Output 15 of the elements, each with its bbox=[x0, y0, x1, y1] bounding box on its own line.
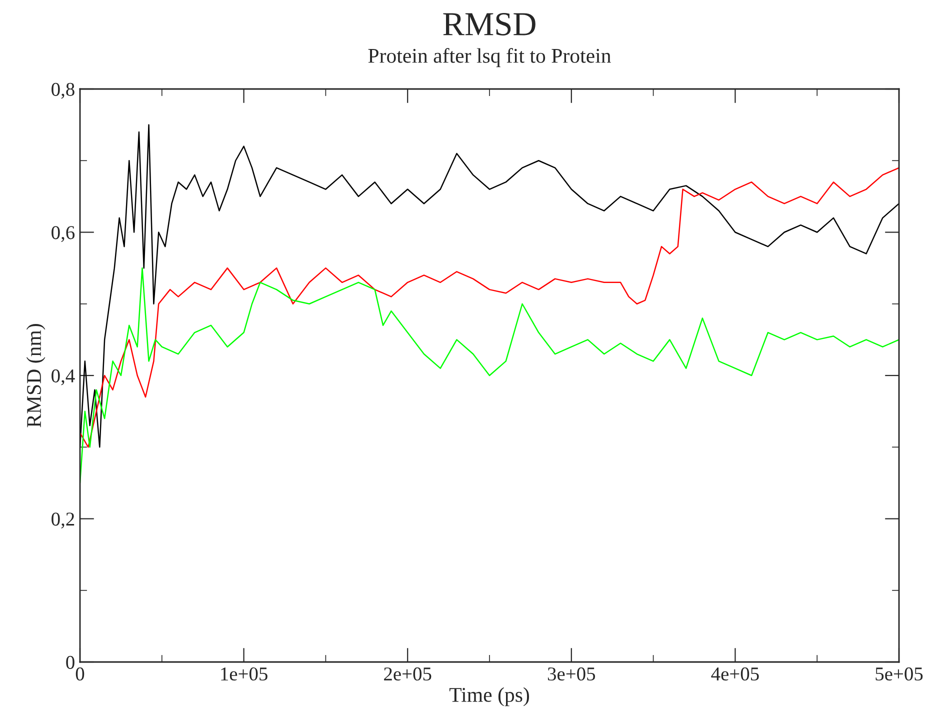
y-tick-label: 0,6 bbox=[52, 226, 75, 242]
chart-subtitle: Protein after lsq fit to Protein bbox=[368, 48, 611, 68]
y-tick-label: 0,2 bbox=[52, 512, 74, 528]
x-tick-label: 3e+05 bbox=[548, 667, 596, 681]
y-tick-label: 0,8 bbox=[52, 82, 74, 99]
y-tick-label: 0 bbox=[66, 656, 74, 669]
y-axis-title: RMSD (nm) bbox=[26, 324, 46, 428]
x-tick-label: 5e+05 bbox=[876, 667, 923, 681]
chart-title: RMSD bbox=[443, 13, 536, 36]
x-tick-label: 1e+05 bbox=[221, 667, 268, 681]
y-tick-label: 0,4 bbox=[52, 369, 75, 386]
x-tick-label: 2e+05 bbox=[384, 667, 432, 681]
x-tick-label: 4e+05 bbox=[711, 667, 759, 681]
x-tick-label: 0 bbox=[76, 667, 84, 681]
x-axis-title: Time (ps) bbox=[449, 687, 530, 706]
